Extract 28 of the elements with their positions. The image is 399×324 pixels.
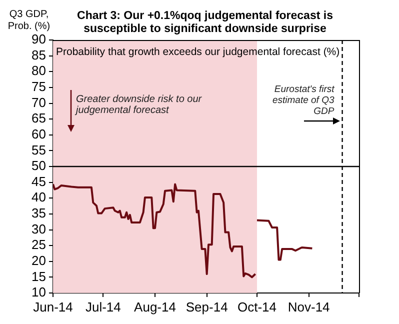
ref-line-label: Eurostat's first estimate of Q3 GDP: [271, 84, 334, 117]
y-tick-label: 80: [32, 63, 46, 78]
y-tick-label: 20: [32, 252, 46, 268]
x-tick-label: Nov-14: [288, 299, 330, 314]
x-tick-label: Jun-14: [33, 299, 73, 314]
y-tick-label: 75: [32, 79, 46, 94]
y-tick-label: 10: [32, 284, 46, 300]
y-tick-label: 35: [32, 206, 46, 221]
y-tick-label: 25: [32, 237, 46, 252]
y-tick-label: 40: [32, 190, 46, 205]
y-tick-label: 45: [32, 174, 46, 189]
y-tick-label: 50: [32, 158, 46, 174]
y-tick-label: 55: [32, 142, 46, 158]
x-tick-label: Oct-14: [237, 299, 277, 314]
y-axis-title: Q3 GDP, Prob. (%): [6, 9, 52, 33]
y-tick-label: 60: [32, 126, 46, 142]
y-tick-label: 70: [32, 94, 46, 110]
y-tick-label: 30: [32, 221, 46, 236]
y-tick-label: 85: [32, 47, 46, 62]
x-tick-label: Jul-14: [85, 299, 121, 314]
y-tick-label: 90: [32, 32, 46, 47]
chart-title: Chart 3: Our +0.1%qoq judgemental forecast is susceptible to significant downside surprise: [76, 10, 334, 36]
annotation: Greater downside risk to our judgemental forecast: [76, 94, 203, 116]
annotation: Probability that growth exceeds our judgemental forecast (%): [56, 46, 340, 58]
x-tick-label: Sep-14: [186, 299, 228, 314]
y-tick-label: 65: [32, 110, 46, 126]
y-tick-label: 15: [32, 268, 46, 284]
x-tick-label: Aug-14: [134, 299, 176, 314]
